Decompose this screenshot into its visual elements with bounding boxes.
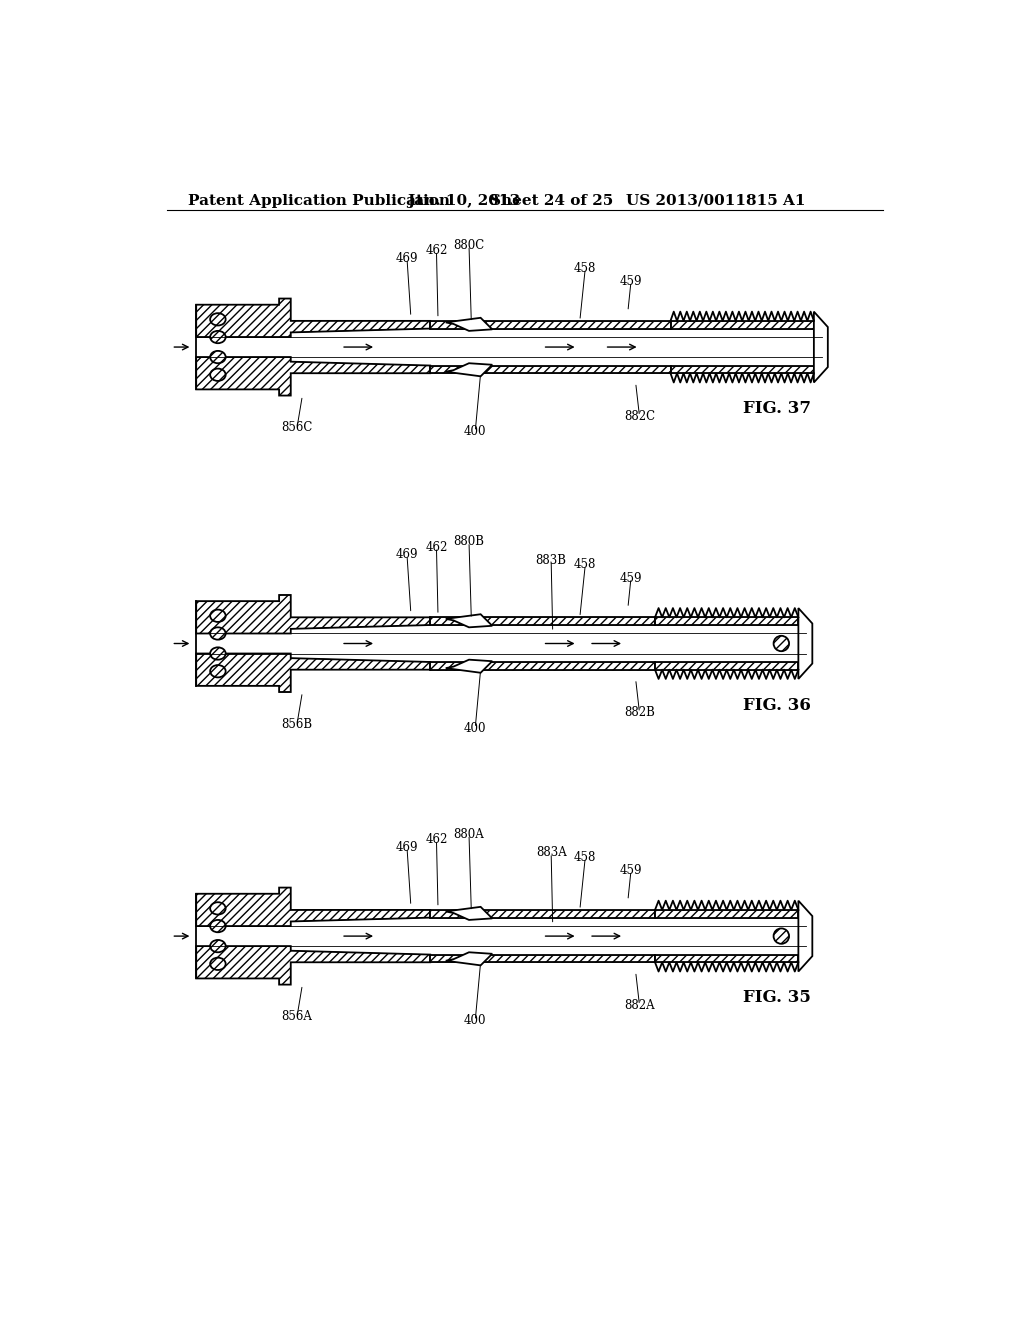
Text: 400: 400	[464, 425, 486, 438]
Text: 469: 469	[395, 841, 418, 854]
Polygon shape	[197, 653, 430, 692]
Text: 469: 469	[395, 548, 418, 561]
Text: US 2013/0011815 A1: US 2013/0011815 A1	[627, 194, 806, 207]
Ellipse shape	[210, 351, 225, 363]
Text: 459: 459	[620, 572, 642, 585]
Polygon shape	[430, 366, 671, 374]
Polygon shape	[814, 312, 827, 383]
Polygon shape	[671, 366, 814, 374]
Polygon shape	[799, 609, 812, 678]
Polygon shape	[197, 946, 430, 985]
Text: 458: 458	[574, 851, 596, 865]
Polygon shape	[445, 907, 493, 920]
Text: 462: 462	[425, 833, 447, 846]
Text: FIG. 35: FIG. 35	[742, 989, 810, 1006]
Ellipse shape	[210, 920, 225, 932]
Ellipse shape	[210, 331, 225, 343]
Polygon shape	[655, 618, 799, 626]
Polygon shape	[430, 663, 655, 669]
Text: 882C: 882C	[624, 409, 655, 422]
Text: 883A: 883A	[536, 846, 566, 859]
Polygon shape	[799, 900, 812, 972]
Text: 400: 400	[464, 722, 486, 735]
Text: 880B: 880B	[454, 536, 484, 548]
Ellipse shape	[210, 665, 225, 677]
Polygon shape	[445, 660, 493, 673]
Ellipse shape	[210, 627, 225, 640]
Polygon shape	[430, 909, 655, 917]
Text: Sheet 24 of 25: Sheet 24 of 25	[489, 194, 613, 207]
Text: 458: 458	[574, 558, 596, 572]
Ellipse shape	[210, 368, 225, 381]
Polygon shape	[655, 954, 799, 962]
Polygon shape	[430, 321, 671, 329]
Text: 462: 462	[425, 244, 447, 257]
Text: FIG. 37: FIG. 37	[742, 400, 811, 417]
Polygon shape	[197, 595, 430, 634]
Ellipse shape	[773, 636, 790, 651]
Polygon shape	[445, 952, 493, 965]
Text: FIG. 36: FIG. 36	[742, 697, 810, 714]
Text: 880C: 880C	[454, 239, 484, 252]
Text: 880A: 880A	[454, 828, 484, 841]
Polygon shape	[655, 909, 799, 917]
Polygon shape	[671, 321, 814, 329]
Polygon shape	[197, 358, 430, 396]
Polygon shape	[445, 318, 493, 331]
Ellipse shape	[210, 610, 225, 622]
Polygon shape	[445, 614, 493, 627]
Text: 856B: 856B	[282, 718, 312, 731]
Polygon shape	[445, 363, 493, 376]
Polygon shape	[430, 954, 655, 962]
Polygon shape	[430, 618, 655, 626]
Text: 458: 458	[574, 261, 596, 275]
Text: 462: 462	[425, 541, 447, 554]
Text: 459: 459	[620, 275, 642, 288]
Polygon shape	[197, 298, 430, 337]
Text: 400: 400	[464, 1014, 486, 1027]
Text: 883B: 883B	[536, 554, 566, 566]
Text: Patent Application Publication: Patent Application Publication	[188, 194, 451, 207]
Ellipse shape	[773, 928, 790, 944]
Ellipse shape	[210, 903, 225, 915]
Ellipse shape	[210, 958, 225, 970]
Polygon shape	[655, 663, 799, 669]
Text: 882B: 882B	[624, 706, 655, 719]
Ellipse shape	[210, 940, 225, 952]
Polygon shape	[197, 887, 430, 927]
Text: 459: 459	[620, 865, 642, 878]
Text: 469: 469	[395, 252, 418, 265]
Text: 882A: 882A	[625, 999, 654, 1012]
Text: Jan. 10, 2013: Jan. 10, 2013	[407, 194, 520, 207]
Text: 856C: 856C	[282, 421, 312, 434]
Text: 856A: 856A	[282, 1010, 312, 1023]
Ellipse shape	[210, 647, 225, 660]
Ellipse shape	[210, 313, 225, 326]
